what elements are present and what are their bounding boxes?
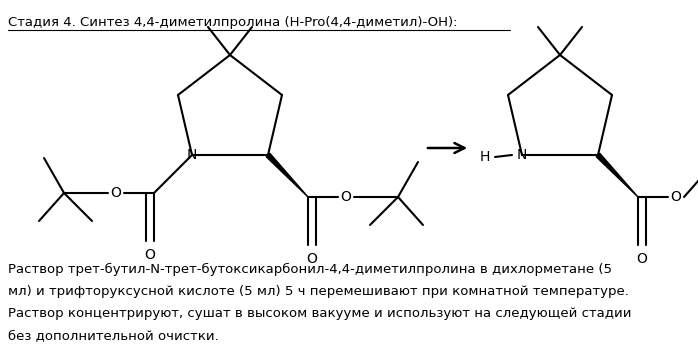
Text: O: O (144, 248, 156, 262)
Text: Раствор трет-бутил-N-трет-бутоксикарбонил-4,4-диметилпролина в дихлорметане (5: Раствор трет-бутил-N-трет-бутоксикарбони… (8, 263, 612, 276)
Text: O: O (110, 186, 121, 200)
Polygon shape (596, 153, 638, 197)
Text: O: O (637, 252, 648, 266)
Text: без дополнительной очистки.: без дополнительной очистки. (8, 329, 218, 342)
Text: O: O (306, 252, 318, 266)
Text: H: H (480, 150, 490, 164)
Polygon shape (266, 153, 308, 197)
Text: Раствор концентрируют, сушат в высоком вакууме и используют на следующей стадии: Раствор концентрируют, сушат в высоком в… (8, 307, 632, 320)
Text: O: O (341, 190, 351, 204)
Text: мл) и трифторуксусной кислоте (5 мл) 5 ч перемешивают при комнатной температуре.: мл) и трифторуксусной кислоте (5 мл) 5 ч… (8, 285, 629, 298)
Text: Стадия 4. Синтез 4,4-диметилпролина (H-Pro(4,4-диметил)-OH):: Стадия 4. Синтез 4,4-диметилпролина (H-P… (8, 16, 457, 29)
Text: N: N (517, 148, 527, 162)
Text: O: O (671, 190, 681, 204)
Text: N: N (187, 148, 198, 162)
